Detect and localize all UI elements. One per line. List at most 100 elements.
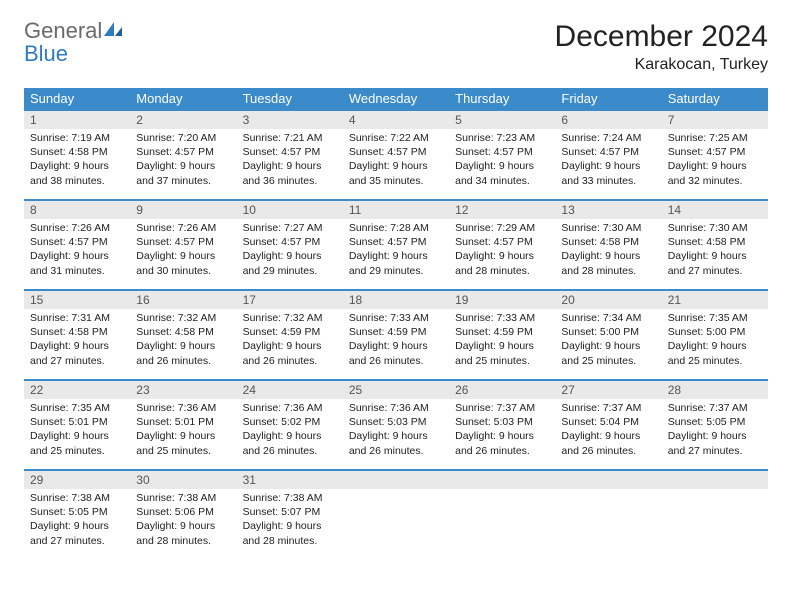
day-number: 5 [449,111,555,129]
sunrise-line: Sunrise: 7:36 AM [243,401,337,415]
daylight-line: Daylight: 9 hours and 25 minutes. [455,339,549,367]
sunrise-line: Sunrise: 7:21 AM [243,131,337,145]
sunrise-line: Sunrise: 7:30 AM [668,221,762,235]
calendar-cell: 17Sunrise: 7:32 AMSunset: 4:59 PMDayligh… [237,290,343,380]
day-details: Sunrise: 7:23 AMSunset: 4:57 PMDaylight:… [449,129,555,192]
sunset-line: Sunset: 4:57 PM [136,145,230,159]
sunrise-line: Sunrise: 7:38 AM [243,491,337,505]
sunset-line: Sunset: 5:06 PM [136,505,230,519]
daylight-line: Daylight: 9 hours and 36 minutes. [243,159,337,187]
sunrise-line: Sunrise: 7:38 AM [136,491,230,505]
sunset-line: Sunset: 4:57 PM [455,235,549,249]
day-number: 18 [343,291,449,309]
daylight-line: Daylight: 9 hours and 26 minutes. [561,429,655,457]
sunset-line: Sunset: 4:59 PM [455,325,549,339]
day-details: Sunrise: 7:32 AMSunset: 4:58 PMDaylight:… [130,309,236,372]
sunrise-line: Sunrise: 7:31 AM [30,311,124,325]
day-details: Sunrise: 7:19 AMSunset: 4:58 PMDaylight:… [24,129,130,192]
day-details: Sunrise: 7:37 AMSunset: 5:03 PMDaylight:… [449,399,555,462]
sunset-line: Sunset: 4:57 PM [243,145,337,159]
sunset-line: Sunset: 5:03 PM [455,415,549,429]
day-details: Sunrise: 7:25 AMSunset: 4:57 PMDaylight:… [662,129,768,192]
sunrise-line: Sunrise: 7:20 AM [136,131,230,145]
day-details: Sunrise: 7:34 AMSunset: 5:00 PMDaylight:… [555,309,661,372]
calendar-cell [662,470,768,560]
day-number: 14 [662,201,768,219]
calendar-cell: 8Sunrise: 7:26 AMSunset: 4:57 PMDaylight… [24,200,130,290]
day-details: Sunrise: 7:33 AMSunset: 4:59 PMDaylight:… [343,309,449,372]
sunset-line: Sunset: 5:00 PM [668,325,762,339]
location: Karakocan, Turkey [555,56,768,74]
sunrise-line: Sunrise: 7:34 AM [561,311,655,325]
logo-text-blue: Blue [24,41,68,66]
sunrise-line: Sunrise: 7:23 AM [455,131,549,145]
sunrise-line: Sunrise: 7:32 AM [243,311,337,325]
sunset-line: Sunset: 5:01 PM [30,415,124,429]
daylight-line: Daylight: 9 hours and 35 minutes. [349,159,443,187]
calendar-cell: 21Sunrise: 7:35 AMSunset: 5:00 PMDayligh… [662,290,768,380]
sunrise-line: Sunrise: 7:28 AM [349,221,443,235]
daylight-line: Daylight: 9 hours and 34 minutes. [455,159,549,187]
sunset-line: Sunset: 5:03 PM [349,415,443,429]
day-number: 24 [237,381,343,399]
day-number: 23 [130,381,236,399]
daylight-line: Daylight: 9 hours and 38 minutes. [30,159,124,187]
day-details: Sunrise: 7:32 AMSunset: 4:59 PMDaylight:… [237,309,343,372]
day-number: 29 [24,471,130,489]
day-header: Tuesday [237,88,343,110]
calendar-cell: 18Sunrise: 7:33 AMSunset: 4:59 PMDayligh… [343,290,449,380]
sunrise-line: Sunrise: 7:27 AM [243,221,337,235]
calendar-cell: 23Sunrise: 7:36 AMSunset: 5:01 PMDayligh… [130,380,236,470]
day-header: Friday [555,88,661,110]
day-details: Sunrise: 7:20 AMSunset: 4:57 PMDaylight:… [130,129,236,192]
calendar-week: 8Sunrise: 7:26 AMSunset: 4:57 PMDaylight… [24,200,768,290]
sunrise-line: Sunrise: 7:22 AM [349,131,443,145]
daylight-line: Daylight: 9 hours and 28 minutes. [561,249,655,277]
day-header: Wednesday [343,88,449,110]
day-details: Sunrise: 7:36 AMSunset: 5:03 PMDaylight:… [343,399,449,462]
daylight-line: Daylight: 9 hours and 28 minutes. [243,519,337,547]
calendar-cell: 11Sunrise: 7:28 AMSunset: 4:57 PMDayligh… [343,200,449,290]
month-title: December 2024 [555,20,768,54]
calendar-cell: 22Sunrise: 7:35 AMSunset: 5:01 PMDayligh… [24,380,130,470]
daylight-line: Daylight: 9 hours and 27 minutes. [668,249,762,277]
sunrise-line: Sunrise: 7:33 AM [349,311,443,325]
day-number: 2 [130,111,236,129]
calendar-cell: 13Sunrise: 7:30 AMSunset: 4:58 PMDayligh… [555,200,661,290]
day-details: Sunrise: 7:26 AMSunset: 4:57 PMDaylight:… [24,219,130,282]
day-details: Sunrise: 7:22 AMSunset: 4:57 PMDaylight:… [343,129,449,192]
sunrise-line: Sunrise: 7:25 AM [668,131,762,145]
sunrise-line: Sunrise: 7:35 AM [30,401,124,415]
sunset-line: Sunset: 5:00 PM [561,325,655,339]
day-details: Sunrise: 7:30 AMSunset: 4:58 PMDaylight:… [555,219,661,282]
daylight-line: Daylight: 9 hours and 28 minutes. [455,249,549,277]
sunrise-line: Sunrise: 7:37 AM [455,401,549,415]
sunrise-line: Sunrise: 7:36 AM [136,401,230,415]
day-number: 31 [237,471,343,489]
day-details: Sunrise: 7:29 AMSunset: 4:57 PMDaylight:… [449,219,555,282]
day-header: Monday [130,88,236,110]
day-details: Sunrise: 7:36 AMSunset: 5:01 PMDaylight:… [130,399,236,462]
daylight-line: Daylight: 9 hours and 31 minutes. [30,249,124,277]
calendar-cell [449,470,555,560]
day-number: 17 [237,291,343,309]
sunset-line: Sunset: 5:05 PM [668,415,762,429]
day-details: Sunrise: 7:38 AMSunset: 5:06 PMDaylight:… [130,489,236,552]
day-number: 16 [130,291,236,309]
sunset-line: Sunset: 4:57 PM [349,145,443,159]
day-number: 12 [449,201,555,219]
daylight-line: Daylight: 9 hours and 32 minutes. [668,159,762,187]
daylight-line: Daylight: 9 hours and 26 minutes. [243,429,337,457]
day-number: 10 [237,201,343,219]
sunrise-line: Sunrise: 7:38 AM [30,491,124,505]
sunset-line: Sunset: 4:58 PM [561,235,655,249]
day-number: 21 [662,291,768,309]
calendar-cell: 31Sunrise: 7:38 AMSunset: 5:07 PMDayligh… [237,470,343,560]
calendar-cell: 3Sunrise: 7:21 AMSunset: 4:57 PMDaylight… [237,110,343,200]
header: General Blue December 2024 Karakocan, Tu… [24,20,768,74]
sunset-line: Sunset: 4:57 PM [561,145,655,159]
sunrise-line: Sunrise: 7:29 AM [455,221,549,235]
sunset-line: Sunset: 4:57 PM [349,235,443,249]
day-number: 6 [555,111,661,129]
day-number: 28 [662,381,768,399]
